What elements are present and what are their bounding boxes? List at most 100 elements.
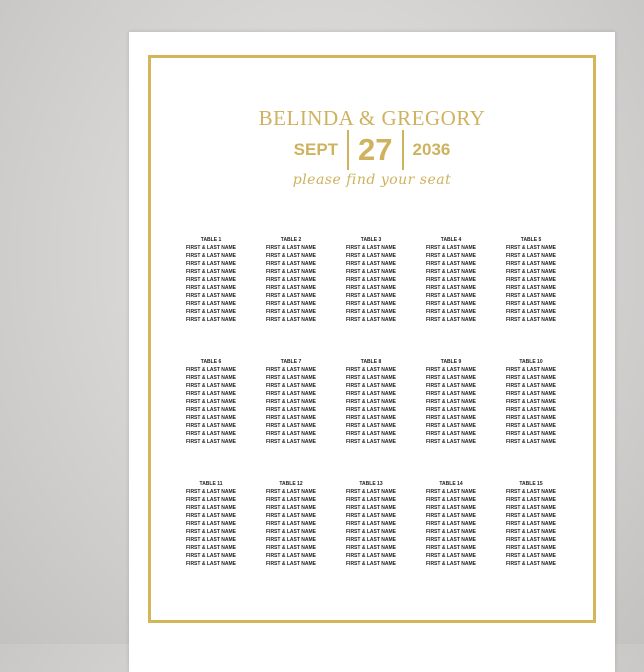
guest-name: FIRST & LAST NAME [186, 391, 236, 397]
wedding-date: SEPT 27 2036 [129, 130, 615, 170]
guest-name: FIRST & LAST NAME [266, 561, 316, 567]
date-year: 2036 [412, 140, 451, 159]
table-label: TABLE 4 [440, 237, 462, 243]
guest-name: FIRST & LAST NAME [506, 561, 556, 567]
guest-name: FIRST & LAST NAME [266, 553, 316, 559]
guest-name: FIRST & LAST NAME [346, 439, 396, 445]
guest-name: FIRST & LAST NAME [346, 513, 396, 519]
table-block: TABLE 5 FIRST & LAST NAME FIRST & LAST NAM… [491, 236, 571, 324]
guest-name: FIRST & LAST NAME [506, 301, 556, 307]
guest-name: FIRST & LAST NAME [506, 407, 556, 413]
table-block: TABLE 2 FIRST & LAST NAME FIRST & LAST NAM… [251, 236, 331, 324]
guest-name: FIRST & LAST NAME [426, 317, 476, 323]
guest-name: FIRST & LAST NAME [186, 375, 236, 381]
guest-name: FIRST & LAST NAME [346, 391, 396, 397]
guest-name: FIRST & LAST NAME [426, 293, 476, 299]
guest-name: FIRST & LAST NAME [506, 553, 556, 559]
guest-name: FIRST & LAST NAME [346, 521, 396, 527]
guest-name: FIRST & LAST NAME [506, 423, 556, 429]
guest-name: FIRST & LAST NAME [186, 285, 236, 291]
table-block: TABLE 7 FIRST & LAST NAME FIRST & LAST NAM… [251, 358, 331, 446]
guest-name: FIRST & LAST NAME [186, 293, 236, 299]
guest-name: FIRST & LAST NAME [346, 309, 396, 315]
guest-name: FIRST & LAST NAME [346, 561, 396, 567]
guest-name: FIRST & LAST NAME [506, 383, 556, 389]
guest-name: FIRST & LAST NAME [266, 505, 316, 511]
guest-name: FIRST & LAST NAME [186, 245, 236, 251]
guest-name: FIRST & LAST NAME [346, 497, 396, 503]
guest-name: FIRST & LAST NAME [506, 245, 556, 251]
guest-name: FIRST & LAST NAME [426, 513, 476, 519]
guest-name: FIRST & LAST NAME [186, 529, 236, 535]
table-label: TABLE 3 [360, 237, 382, 243]
guest-name: FIRST & LAST NAME [506, 375, 556, 381]
guest-name: FIRST & LAST NAME [426, 399, 476, 405]
guest-name: FIRST & LAST NAME [186, 545, 236, 551]
guest-name: FIRST & LAST NAME [426, 545, 476, 551]
guest-name: FIRST & LAST NAME [426, 423, 476, 429]
guest-name: FIRST & LAST NAME [186, 423, 236, 429]
guest-name: FIRST & LAST NAME [506, 269, 556, 275]
guest-name: FIRST & LAST NAME [186, 513, 236, 519]
guest-name: FIRST & LAST NAME [426, 553, 476, 559]
guest-name: FIRST & LAST NAME [426, 489, 476, 495]
guest-name: FIRST & LAST NAME [266, 513, 316, 519]
guest-name: FIRST & LAST NAME [346, 423, 396, 429]
guest-name: FIRST & LAST NAME [186, 277, 236, 283]
guest-name: FIRST & LAST NAME [186, 317, 236, 323]
seating-chart-poster: BELINDA & GREGORY SEPT 27 2036 please fi… [129, 32, 615, 672]
guest-name: FIRST & LAST NAME [186, 253, 236, 259]
guest-name: FIRST & LAST NAME [346, 269, 396, 275]
guest-name: FIRST & LAST NAME [346, 489, 396, 495]
guest-name: FIRST & LAST NAME [346, 537, 396, 543]
table-block: TABLE 11 FIRST & LAST NAME FIRST & LAST NA… [171, 480, 251, 568]
guest-name: FIRST & LAST NAME [426, 561, 476, 567]
table-block: TABLE 8 FIRST & LAST NAME FIRST & LAST NAM… [331, 358, 411, 446]
guest-name: FIRST & LAST NAME [266, 301, 316, 307]
guest-name: FIRST & LAST NAME [186, 399, 236, 405]
table-label: TABLE 5 [520, 237, 542, 243]
guest-name: FIRST & LAST NAME [426, 261, 476, 267]
guest-name: FIRST & LAST NAME [266, 375, 316, 381]
guest-name: FIRST & LAST NAME [186, 269, 236, 275]
guest-name: FIRST & LAST NAME [506, 497, 556, 503]
guest-name: FIRST & LAST NAME [426, 383, 476, 389]
guest-name: FIRST & LAST NAME [346, 367, 396, 373]
date-month: SEPT [293, 140, 339, 159]
tables-grid: TABLE 1 FIRST & LAST NAME FIRST & LAST NAM… [171, 236, 571, 568]
guest-name: FIRST & LAST NAME [346, 293, 396, 299]
guest-name: FIRST & LAST NAME [186, 497, 236, 503]
guest-name: FIRST & LAST NAME [266, 399, 316, 405]
guest-name: FIRST & LAST NAME [346, 261, 396, 267]
guest-name: FIRST & LAST NAME [426, 529, 476, 535]
guest-name: FIRST & LAST NAME [426, 407, 476, 413]
guest-name: FIRST & LAST NAME [506, 505, 556, 511]
guest-name: FIRST & LAST NAME [266, 269, 316, 275]
guest-name: FIRST & LAST NAME [506, 285, 556, 291]
guest-name: FIRST & LAST NAME [266, 439, 316, 445]
table-label: TABLE 2 [280, 237, 302, 243]
guest-name: FIRST & LAST NAME [506, 261, 556, 267]
guest-name: FIRST & LAST NAME [346, 277, 396, 283]
guest-name: FIRST & LAST NAME [506, 367, 556, 373]
guest-name: FIRST & LAST NAME [506, 293, 556, 299]
guest-name: FIRST & LAST NAME [266, 545, 316, 551]
guest-name: FIRST & LAST NAME [266, 431, 316, 437]
guest-name: FIRST & LAST NAME [506, 391, 556, 397]
table-label: TABLE 8 [360, 359, 382, 365]
guest-name: FIRST & LAST NAME [266, 407, 316, 413]
date-day: 27 [347, 130, 404, 170]
guest-name: FIRST & LAST NAME [506, 545, 556, 551]
guest-name: FIRST & LAST NAME [186, 553, 236, 559]
guest-name: FIRST & LAST NAME [346, 383, 396, 389]
guest-name: FIRST & LAST NAME [506, 415, 556, 421]
guest-name: FIRST & LAST NAME [426, 415, 476, 421]
table-label: TABLE 13 [359, 481, 383, 487]
guest-name: FIRST & LAST NAME [266, 529, 316, 535]
guest-name: FIRST & LAST NAME [346, 529, 396, 535]
table-block: TABLE 9 FIRST & LAST NAME FIRST & LAST NAM… [411, 358, 491, 446]
guest-name: FIRST & LAST NAME [266, 261, 316, 267]
guest-name: FIRST & LAST NAME [186, 505, 236, 511]
guest-name: FIRST & LAST NAME [186, 489, 236, 495]
guest-name: FIRST & LAST NAME [266, 391, 316, 397]
